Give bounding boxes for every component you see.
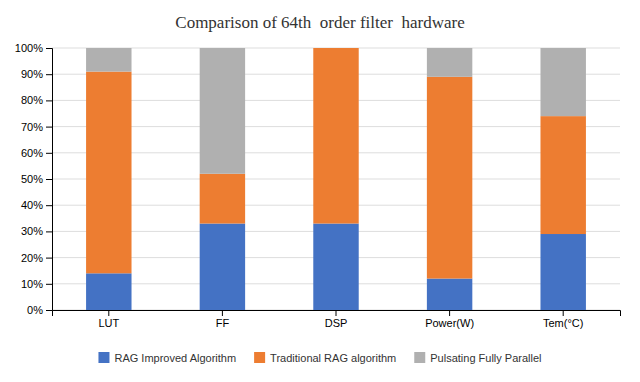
tick-mark: [46, 205, 52, 206]
legend-item: Pulsating Fully Parallel: [414, 352, 541, 364]
bar: [200, 174, 245, 224]
tick-label: 40%: [21, 199, 43, 211]
tick-mark: [46, 48, 52, 49]
tick: 90%: [21, 68, 52, 80]
legend-swatch: [414, 352, 425, 363]
tick: 70%: [21, 121, 52, 133]
tick-label: 100%: [15, 42, 43, 54]
tick: 0%: [27, 304, 52, 316]
tick-label: LUT: [98, 317, 119, 329]
tick-label: Tem(°C): [543, 317, 583, 329]
grid: [52, 48, 620, 310]
bar: [427, 279, 472, 310]
tick: 10%: [21, 278, 52, 290]
bar: [313, 48, 358, 224]
bar: [86, 48, 131, 72]
bar: [86, 273, 131, 310]
bar: [427, 77, 472, 279]
tick-label: 80%: [21, 94, 43, 106]
bar: [313, 48, 358, 49]
bar: [540, 116, 585, 234]
tick: 40%: [21, 199, 52, 211]
bars: [86, 48, 586, 310]
tick-mark: [46, 258, 52, 259]
tick-label: 10%: [21, 278, 43, 290]
x-axis: LUT FF DSP Power(W) Tem(°C): [53, 310, 621, 329]
tick: Power(W): [425, 310, 474, 329]
tick-mark: [108, 310, 109, 316]
tick-label: 0%: [27, 304, 43, 316]
tick: 60%: [21, 147, 52, 159]
tick-mark: [563, 310, 564, 316]
tick: 20%: [21, 252, 52, 264]
chart: Comparison of 64th order filter hardware…: [0, 0, 640, 382]
tick-label: 70%: [21, 121, 43, 133]
tick: Tem(°C): [543, 310, 583, 329]
legend-swatch: [254, 352, 265, 363]
tick-label: 50%: [21, 173, 43, 185]
tick-label: FF: [216, 317, 230, 329]
y-axis: 0% 10% 20% 30% 40% 50% 60% 70% 80% 90% 100%: [15, 42, 53, 316]
legend-item: RAG Improved Algorithm: [98, 352, 236, 364]
tick-label: Power(W): [425, 317, 474, 329]
bar: [313, 224, 358, 310]
tick-mark: [336, 310, 337, 316]
tick-label: DSP: [325, 317, 348, 329]
tick: 100%: [15, 42, 52, 54]
legend-item: Traditional RAG algorithm: [254, 352, 396, 364]
tick: 30%: [21, 225, 52, 237]
tick-mark: [46, 153, 52, 154]
tick-mark: [46, 284, 52, 285]
tick-label: 30%: [21, 225, 43, 237]
legend-label: RAG Improved Algorithm: [114, 352, 236, 364]
tick: 50%: [21, 173, 52, 185]
tick-mark: [222, 310, 223, 316]
tick: LUT: [98, 310, 119, 329]
tick: FF: [216, 310, 230, 329]
tick-label: 60%: [21, 147, 43, 159]
title: Comparison of 64th order filter hardware: [175, 13, 464, 32]
legend-label: Traditional RAG algorithm: [270, 352, 396, 364]
tick: 80%: [21, 94, 52, 106]
tick-mark: [449, 310, 450, 316]
tick-label: 90%: [21, 68, 43, 80]
bar: [427, 48, 472, 77]
bar: [200, 48, 245, 174]
tick: DSP: [325, 310, 348, 329]
bar: [540, 234, 585, 310]
legend-label: Pulsating Fully Parallel: [430, 352, 541, 364]
axis-line: [46, 49, 53, 311]
bar: [86, 72, 131, 274]
legend: RAG Improved Algorithm Traditional RAG al…: [98, 352, 541, 364]
axis-line: [53, 311, 621, 317]
legend-swatch: [98, 352, 109, 363]
tick-mark: [46, 179, 52, 180]
bar: [540, 48, 585, 116]
tick-mark: [46, 100, 52, 101]
tick-mark: [46, 74, 52, 75]
bar: [200, 224, 245, 310]
tick-mark: [46, 231, 52, 232]
tick-mark: [46, 127, 52, 128]
tick-mark: [46, 310, 52, 311]
tick-label: 20%: [21, 252, 43, 264]
